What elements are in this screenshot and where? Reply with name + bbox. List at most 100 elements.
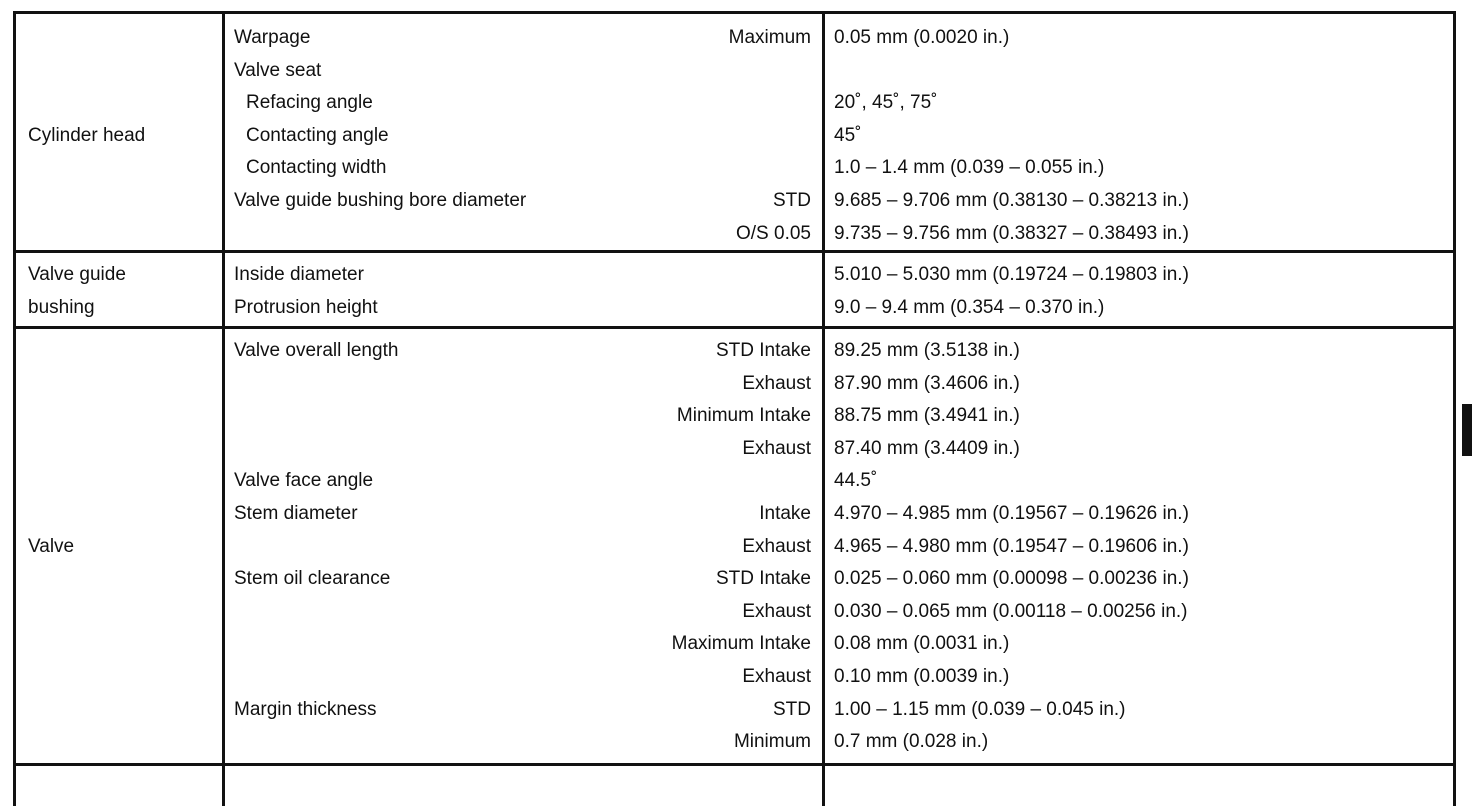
value-cell: 5.010 – 5.030 mm (0.19724 – 0.19803 in.)…: [825, 253, 1453, 326]
spec-item: Inside diameter: [234, 264, 364, 285]
spec-value: 9.685 – 9.706 mm (0.38130 – 0.38213 in.): [834, 189, 1189, 211]
spec-value-row: 9.685 – 9.706 mm (0.38130 – 0.38213 in.): [825, 185, 1453, 218]
spec-item: Valve seat: [234, 59, 322, 81]
spec-condition: STD: [773, 698, 811, 720]
category-cell: Valve guide bushing: [16, 253, 225, 326]
spec-condition: Maximum Intake: [671, 633, 811, 655]
spec-value: 45˚: [834, 124, 862, 146]
spec-value: 0.7 mm (0.028 in.): [834, 731, 989, 753]
spec-row: Minimum Intake: [225, 400, 822, 433]
spec-row: Stem oil clearance STD Intake: [225, 563, 822, 596]
spec-value-row: 9.0 – 9.4 mm (0.354 – 0.370 in.): [825, 292, 1453, 325]
spec-value-row: 0.08 mm (0.0031 in.): [825, 628, 1453, 661]
spec-row: Exhaust: [225, 433, 822, 466]
spec-value: 87.90 mm (3.4606 in.): [834, 372, 1020, 394]
spec-value-row: 0.10 mm (0.0039 in.): [825, 661, 1453, 694]
spec-value-row: 87.90 mm (3.4606 in.): [825, 368, 1453, 401]
spec-value: 0.05 mm (0.0020 in.): [834, 27, 1010, 48]
spec-value: 1.00 – 1.15 mm (0.039 – 0.045 in.): [834, 698, 1126, 720]
spec-value-row: 1.0 – 1.4 mm (0.039 – 0.055 in.): [825, 152, 1453, 185]
spec-item: Valve overall length: [234, 340, 399, 361]
spec-condition: Exhaust: [742, 535, 811, 557]
spec-condition: O/S 0.05: [736, 222, 811, 244]
spec-value-row: 5.010 – 5.030 mm (0.19724 – 0.19803 in.): [825, 259, 1453, 292]
spec-condition: Exhaust: [742, 437, 811, 459]
value-lines: 0.05 mm (0.0020 in.) 20˚, 45˚, 75˚ 45˚ 1.0 …: [825, 14, 1453, 250]
spec-value-row: 87.40 mm (3.4409 in.): [825, 433, 1453, 466]
value-lines: 89.25 mm (3.5138 in.) 87.90 mm (3.4606 in…: [825, 329, 1453, 759]
category-label: Cylinder head: [28, 124, 146, 146]
spec-value-row: 20˚, 45˚, 75˚: [825, 87, 1453, 120]
spec-row: Margin thickness STD: [225, 694, 822, 727]
spec-row: Maximum Intake: [225, 628, 822, 661]
spec-condition: Exhaust: [742, 372, 811, 394]
spec-section: Cylinder head Warpage Maximum Valve seat Ref…: [16, 14, 1453, 253]
spec-condition: Intake: [759, 502, 811, 524]
spec-row: Valve seat: [225, 55, 822, 88]
spec-value: 9.735 – 9.756 mm (0.38327 – 0.38493 in.): [834, 222, 1189, 244]
spec-row: Valve face angle: [225, 465, 822, 498]
spec-row: Protrusion height: [225, 292, 822, 325]
spec-row: Minimum: [225, 726, 822, 759]
spec-row: Exhaust: [225, 531, 822, 564]
spec-condition: Maximum: [728, 27, 811, 48]
spec-condition: Exhaust: [742, 665, 811, 687]
spec-value-row: 4.970 – 4.985 mm (0.19567 – 0.19626 in.): [825, 498, 1453, 531]
category-label: Valve guide bushing: [28, 259, 126, 324]
spec-value-row: 4.965 – 4.980 mm (0.19547 – 0.19606 in.): [825, 531, 1453, 564]
item-cell: [225, 766, 825, 806]
spec-row: Valve overall length STD Intake: [225, 335, 822, 368]
spec-section: Valve Valve overall length STD Intake Exhau…: [16, 329, 1453, 766]
value-cell: 0.05 mm (0.0020 in.) 20˚, 45˚, 75˚ 45˚ 1.0 …: [825, 14, 1453, 250]
spec-item: Valve face angle: [234, 470, 374, 492]
spec-condition: Minimum: [733, 731, 811, 753]
spec-row: Warpage Maximum: [225, 22, 822, 55]
spec-row: Inside diameter: [225, 259, 822, 292]
item-lines: Warpage Maximum Valve seat Refacing angle Co…: [225, 14, 822, 250]
spec-value: 44.5˚: [834, 470, 878, 492]
spec-row: Exhaust: [225, 661, 822, 694]
spec-item: Contacting angle: [246, 124, 389, 146]
spec-value-row: 44.5˚: [825, 465, 1453, 498]
spec-condition: STD: [773, 189, 811, 211]
spec-value-row: 0.030 – 0.065 mm (0.00118 – 0.00256 in.): [825, 596, 1453, 629]
spec-value: 0.030 – 0.065 mm (0.00118 – 0.00256 in.): [834, 600, 1188, 622]
spec-value: 4.965 – 4.980 mm (0.19547 – 0.19606 in.): [834, 535, 1189, 557]
spec-row: Contacting angle: [225, 120, 822, 153]
category-cell: [16, 766, 225, 806]
spec-value: 0.10 mm (0.0039 in.): [834, 665, 1010, 687]
item-lines: Valve overall length STD Intake Exhaust Min…: [225, 329, 822, 759]
spec-value-row: 89.25 mm (3.5138 in.): [825, 335, 1453, 368]
item-cell: Warpage Maximum Valve seat Refacing angle Co…: [225, 14, 825, 250]
category-label: Valve: [28, 535, 75, 557]
spec-section-partial: [16, 766, 1453, 806]
category-cell: Cylinder head: [16, 14, 225, 250]
category-label-line: bushing: [28, 296, 95, 318]
spec-value-row: 0.025 – 0.060 mm (0.00098 – 0.00236 in.): [825, 563, 1453, 596]
spec-condition: STD Intake: [715, 568, 811, 590]
spec-value-row: 45˚: [825, 120, 1453, 153]
spec-value: 20˚, 45˚, 75˚: [834, 92, 938, 114]
spec-value-row: 9.735 – 9.756 mm (0.38327 – 0.38493 in.): [825, 218, 1453, 251]
spec-value: 89.25 mm (3.5138 in.): [834, 340, 1020, 361]
value-cell: 89.25 mm (3.5138 in.) 87.90 mm (3.4606 in…: [825, 329, 1453, 763]
spec-item: Refacing angle: [246, 92, 373, 114]
item-lines: Inside diameter Protrusion height: [225, 253, 822, 324]
spec-row: O/S 0.05: [225, 218, 822, 251]
spec-item: Protrusion height: [234, 296, 378, 318]
spec-value: 4.970 – 4.985 mm (0.19567 – 0.19626 in.): [834, 502, 1189, 524]
spec-value: 0.025 – 0.060 mm (0.00098 – 0.00236 in.): [834, 568, 1189, 590]
spec-value-row: 1.00 – 1.15 mm (0.039 – 0.045 in.): [825, 694, 1453, 727]
spec-section: Valve guide bushing Inside diameter Protrus…: [16, 253, 1453, 329]
spec-item: Valve guide bushing bore diameter: [234, 189, 527, 211]
spec-item: Margin thickness: [234, 698, 377, 720]
spec-item: Warpage: [234, 27, 311, 48]
spec-value-row: [825, 55, 1453, 88]
item-cell: Inside diameter Protrusion height: [225, 253, 825, 326]
spec-value-row: 88.75 mm (3.4941 in.): [825, 400, 1453, 433]
item-cell: Valve overall length STD Intake Exhaust Min…: [225, 329, 825, 763]
spec-row: Exhaust: [225, 368, 822, 401]
spec-value: 0.08 mm (0.0031 in.): [834, 633, 1010, 655]
spec-condition: Exhaust: [742, 600, 811, 622]
spec-table: Cylinder head Warpage Maximum Valve seat Ref…: [13, 11, 1456, 806]
